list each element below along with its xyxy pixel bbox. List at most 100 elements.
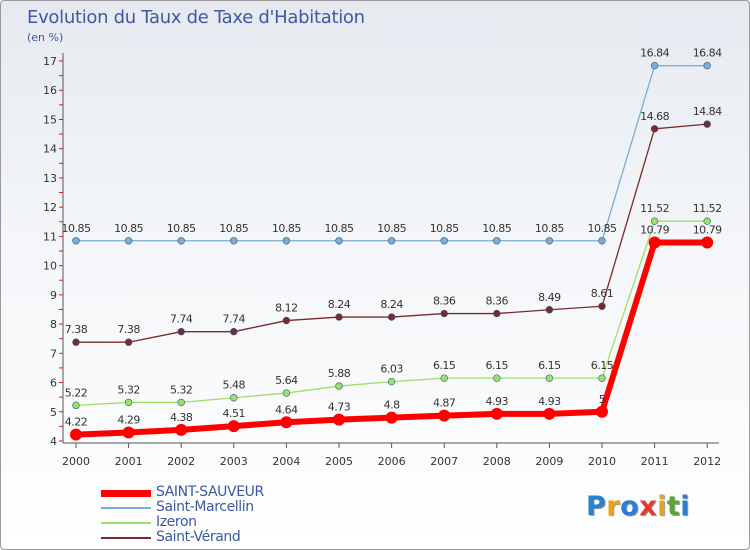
data-point [493, 237, 501, 245]
data-label: 6.15 [538, 359, 561, 372]
y-tick-label: 15 [43, 113, 57, 126]
data-label: 7.38 [65, 323, 88, 336]
data-label: 5 [599, 393, 606, 406]
data-label: 6.15 [486, 359, 509, 372]
data-point [72, 237, 80, 245]
y-tick-label: 6 [50, 377, 57, 390]
data-label: 7.74 [170, 313, 193, 326]
data-label: 10.85 [167, 222, 196, 235]
data-label: 16.84 [640, 47, 669, 60]
x-tick-label: 2005 [325, 455, 353, 468]
data-point [333, 413, 345, 426]
y-tick-label: 4 [50, 435, 57, 448]
data-point [703, 120, 711, 128]
data-label: 10.85 [325, 222, 354, 235]
data-label: 10.79 [640, 224, 669, 237]
y-tick-label: 11 [43, 230, 57, 243]
x-tick-label: 2000 [62, 455, 90, 468]
data-label: 10.85 [272, 222, 301, 235]
legend-swatch [101, 489, 151, 497]
y-tick-label: 14 [43, 143, 57, 156]
data-point [124, 398, 133, 407]
y-tick-label: 12 [43, 201, 57, 214]
legend-label: Saint-Vérand [156, 529, 241, 545]
data-point [650, 61, 659, 70]
data-point [177, 327, 185, 336]
data-label: 10.85 [535, 222, 564, 235]
data-point [440, 237, 448, 245]
y-tick-label: 5 [50, 406, 57, 419]
data-point [493, 374, 501, 382]
data-label: 10.85 [219, 222, 248, 235]
data-point [701, 236, 714, 249]
x-tick-label: 2008 [483, 455, 511, 468]
x-tick-label: 2009 [535, 455, 563, 468]
data-label: 5.32 [170, 383, 193, 396]
data-label: 10.85 [62, 222, 91, 235]
logo-letter: P [586, 491, 607, 522]
data-point [545, 306, 554, 314]
data-point [124, 338, 133, 346]
data-label: 11.52 [640, 202, 669, 215]
logo-letter: o [620, 491, 640, 522]
legend-swatch [101, 537, 151, 539]
legend-label: Saint-Marcellin [156, 499, 254, 515]
data-point [598, 374, 606, 382]
data-label: 5.22 [65, 386, 88, 399]
data-point [122, 426, 135, 439]
x-tick-label: 2011 [641, 455, 669, 468]
y-tick-label: 9 [50, 289, 57, 302]
data-label: 4.8 [384, 399, 400, 412]
data-label: 10.85 [430, 222, 459, 235]
data-label: 10.79 [693, 224, 722, 237]
data-label: 8.24 [328, 298, 351, 311]
proxiti-logo: Proxiti [586, 491, 690, 522]
data-label: 10.85 [588, 222, 617, 235]
data-point [598, 302, 606, 310]
data-label: 5.48 [223, 379, 246, 392]
chart-unit: (en %) [27, 31, 64, 44]
x-tick-label: 2006 [378, 455, 406, 468]
data-point [335, 237, 343, 245]
data-point [230, 394, 238, 402]
data-point [282, 389, 291, 397]
data-label: 10.85 [377, 222, 406, 235]
data-point [545, 237, 554, 245]
x-tick-label: 2007 [430, 455, 458, 468]
data-label: 8.24 [380, 298, 403, 311]
data-label: 4.73 [328, 401, 351, 414]
data-label: 8.12 [275, 302, 298, 315]
x-tick-label: 2004 [272, 455, 300, 468]
data-point [72, 401, 80, 410]
data-label: 10.85 [114, 222, 143, 235]
data-point [230, 327, 238, 336]
data-label: 4.22 [65, 416, 88, 429]
chart-title: Evolution du Taux de Taxe d'Habitation [27, 7, 365, 28]
data-point [650, 217, 659, 225]
data-point [493, 309, 501, 318]
legend-swatch [101, 507, 151, 509]
y-tick-label: 10 [43, 260, 57, 273]
data-point [596, 405, 608, 418]
logo-letter: i [657, 491, 667, 522]
x-tick-label: 2003 [220, 455, 248, 468]
data-point [440, 374, 448, 382]
data-point [387, 313, 396, 321]
data-label: 5.32 [117, 383, 140, 396]
data-point [230, 237, 238, 245]
series-line-saint-marcellin [76, 65, 708, 242]
data-point [124, 237, 133, 245]
data-point [335, 382, 343, 390]
data-label: 14.84 [693, 105, 722, 118]
data-label: 4.29 [117, 414, 140, 427]
x-tick-label: 2001 [115, 455, 143, 468]
data-point [227, 420, 240, 433]
data-point [440, 309, 448, 318]
data-point [335, 313, 343, 321]
logo-letter: t [666, 491, 681, 522]
data-point [387, 377, 396, 386]
x-tick-label: 2010 [588, 455, 616, 468]
legend-label: SAINT-SAUVEUR [156, 484, 264, 500]
legend-swatch [101, 522, 151, 524]
data-point [545, 374, 554, 382]
